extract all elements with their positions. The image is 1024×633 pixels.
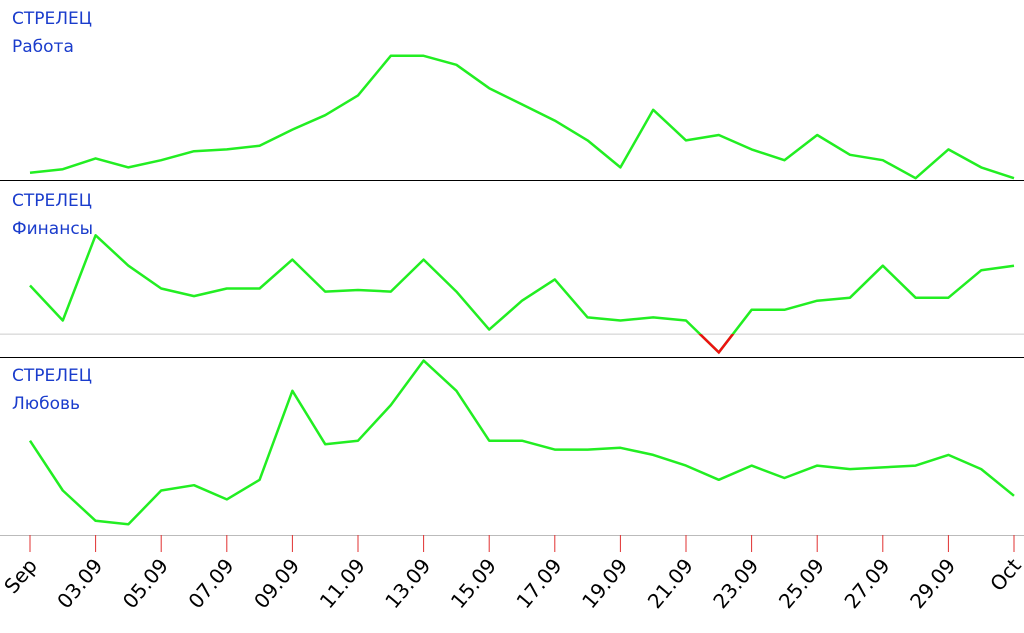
panel-title: СТРЕЛЕЦ [12,366,92,386]
panel-title: СТРЕЛЕЦ [12,191,92,211]
x-tick-label: 07.09 [183,554,238,613]
x-tick-label: 25.09 [774,554,829,613]
x-tick-label: 15.09 [446,554,501,613]
data-line [29,234,1015,354]
x-tick-label: 11.09 [315,554,370,613]
x-tick-label: 29.09 [905,554,960,613]
x-tick-label: 21.09 [643,554,698,613]
x-tick-label: Oct [985,554,1024,596]
data-line [29,54,1015,180]
panel-title: СТРЕЛЕЦ [12,9,92,29]
data-line [28,359,1015,526]
x-tick-label: 23.09 [708,554,763,613]
panel-subtitle: Финансы [12,219,93,239]
x-tick-label: 13.09 [380,554,435,613]
x-tick-label: 03.09 [52,554,107,613]
panel-subtitle: Любовь [12,394,80,414]
x-tick-label: 27.09 [839,554,894,613]
x-tick-label: Sep [0,554,42,598]
x-tick-label: 09.09 [249,554,304,613]
x-tick-label: 05.09 [118,554,173,613]
panel-subtitle: Работа [12,37,74,57]
data-line-negative [698,334,735,355]
x-tick-label: 17.09 [511,554,566,613]
x-tick-label: 19.09 [577,554,632,613]
